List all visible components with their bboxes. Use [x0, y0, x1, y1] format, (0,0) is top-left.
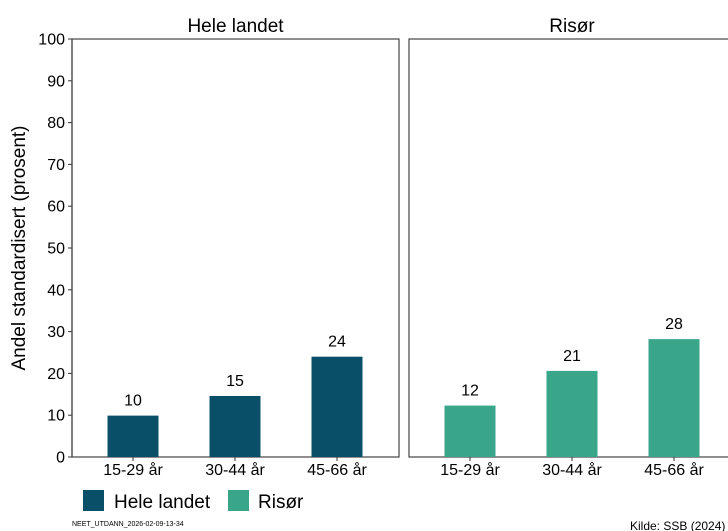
- x-tick-label: 30-44 år: [542, 461, 602, 479]
- y-axis: 0 10 20 30 40 50 60 70 80 90 100: [38, 32, 73, 467]
- y-tick-label: 90: [47, 73, 65, 90]
- y-tick-label: 50: [47, 241, 65, 258]
- panel: Risør 12 15-29 år 21 30-44 år 28 45-66 år: [408, 16, 728, 479]
- y-tick-label: 60: [47, 199, 65, 216]
- x-tick-label: 45-66 år: [307, 461, 367, 479]
- legend-swatch: [228, 490, 249, 511]
- x-tick-label: 30-44 år: [205, 461, 265, 479]
- bar: [311, 356, 363, 457]
- data-label: 24: [328, 334, 346, 351]
- bar: [546, 370, 598, 457]
- y-tick-label: 80: [47, 115, 65, 132]
- legend-label: Hele landet: [114, 492, 211, 513]
- legend: Hele landet Risør: [83, 490, 304, 513]
- data-label: 10: [124, 393, 142, 410]
- legend-label: Risør: [258, 492, 304, 513]
- data-label: 15: [226, 373, 244, 390]
- y-axis-label: Andel standardisert (prosent): [9, 125, 30, 370]
- y-tick-label: 0: [56, 450, 65, 467]
- bar: [107, 415, 159, 457]
- data-label: 21: [563, 348, 581, 365]
- y-tick-label: 40: [47, 282, 65, 299]
- y-tick-label: 20: [47, 366, 65, 383]
- y-tick-label: 10: [47, 408, 65, 425]
- panel: Hele landet 10 15-29 år 15 30-44 år 24 45-66 å…: [71, 16, 400, 479]
- x-tick-label: 15-29 år: [103, 461, 163, 479]
- data-label: 28: [665, 316, 683, 333]
- legend-swatch: [83, 490, 104, 511]
- bar: [444, 405, 496, 457]
- x-tick-label: 45-66 år: [644, 461, 704, 479]
- y-tick-label: 100: [38, 32, 65, 49]
- source-caption: Kilde: SSB (2024): [630, 519, 725, 531]
- y-tick-label: 70: [47, 157, 65, 174]
- data-label: 12: [461, 383, 479, 400]
- y-tick-label: 30: [47, 324, 65, 341]
- bar: [209, 395, 261, 457]
- bar: [648, 339, 700, 457]
- panel-title: Risør: [549, 16, 595, 37]
- chart-id-text: NEET_UTDANN_2026-02-09-13-34: [72, 521, 184, 528]
- panel-title: Hele landet: [187, 16, 284, 37]
- x-tick-label: 15-29 år: [440, 461, 500, 479]
- panels: Hele landet 10 15-29 år 15 30-44 år 24 45-66 å…: [71, 16, 728, 479]
